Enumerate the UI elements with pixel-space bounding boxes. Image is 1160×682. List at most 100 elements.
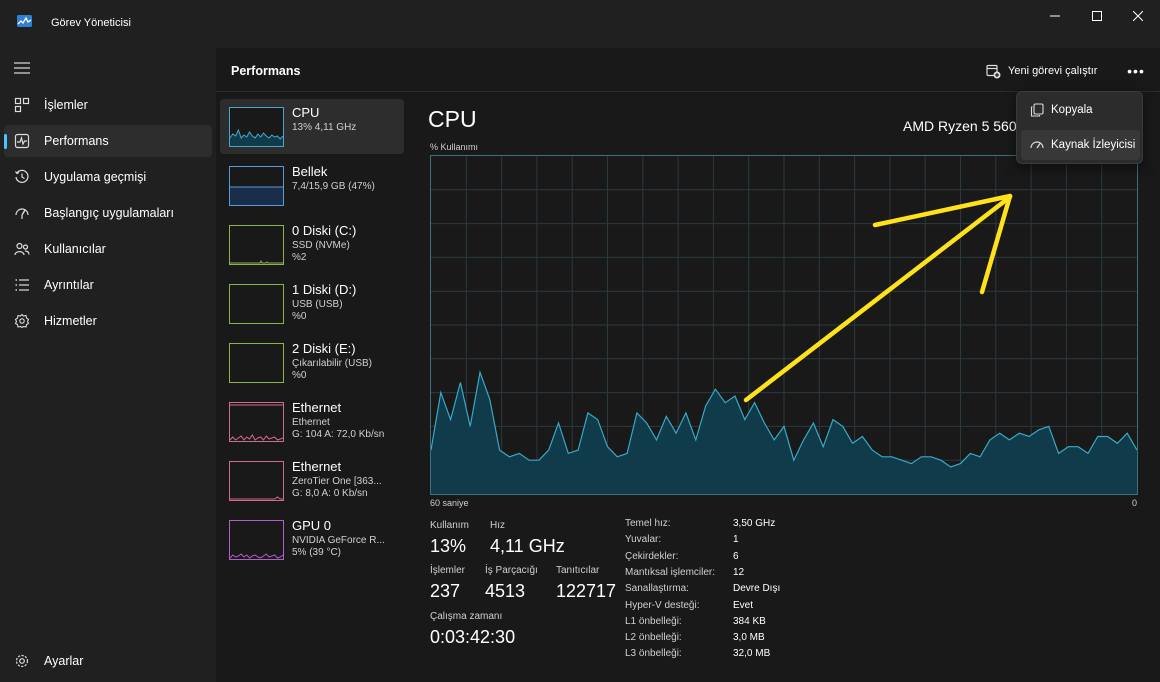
handles-label: Tanıtıcılar [556,565,600,576]
processes-value: 237 [430,581,461,601]
detail-title: CPU [428,106,477,132]
window-title: Görev Yöneticisi [51,17,131,29]
maximize-button[interactable] [1077,2,1117,30]
device-name: Ethernet [292,459,342,474]
close-icon [1133,11,1143,21]
thumbnail-fill [230,187,283,205]
device-name: Ethernet [292,400,342,415]
sidebar-item-label: Ayrıntılar [44,278,94,292]
device-subtitle: Çıkarılabilir (USB) [292,358,373,369]
new-task-label: Yeni görevi çalıştır [1008,65,1098,77]
spec-label: L1 önbelleği: [625,615,682,627]
speed-value: 4,11 GHz [490,536,565,556]
sidebar: İşlemler Performans Uygulama geçmişi Baş… [0,48,216,682]
device-item[interactable]: GPU 0 NVIDIA GeForce R... 5% (39 °C) [220,512,404,567]
spec-value: 3,0 MB [733,632,765,644]
usage-value: 13% [430,536,467,556]
sidebar-item-app-history[interactable]: Uygulama geçmişi [4,161,212,193]
device-thumbnail-graph [230,186,283,205]
device-thumbnail-graph [230,496,283,500]
sidebar-item-users[interactable]: Kullanıcılar [4,233,212,265]
device-item[interactable]: 1 Diski (D:) USB (USB) %0 [220,276,404,331]
device-name: 1 Diski (D:) [292,282,357,297]
device-thumbnail [229,520,284,560]
device-subtitle: Ethernet [292,417,330,428]
sidebar-item-label: Uygulama geçmişi [44,170,147,184]
sidebar-item-label: İşlemler [44,98,88,112]
minimize-button[interactable] [1035,2,1075,30]
startup-icon [15,208,29,219]
device-thumbnail [229,225,284,265]
spec-label: Sanallaştırma: [625,583,689,595]
spec-label: Hyper-V desteği: [625,599,700,611]
cpu-usage-chart [430,156,1138,494]
threads-label: İş Parçacığı [485,565,538,576]
device-item[interactable]: CPU 13% 4,11 GHz [220,99,404,154]
uptime-label: Çalışma zamanı [430,611,503,622]
spec-value: 384 KB [733,615,766,627]
device-item[interactable]: Ethernet Ethernet G: 104 A: 72,0 Kb/sn [220,394,404,449]
new-task-button[interactable]: Yeni görevi çalıştır [986,60,1097,82]
device-thumbnail [229,166,284,206]
device-subtitle: 13% 4,11 GHz [292,122,357,133]
spec-value: Devre Dışı [733,583,781,595]
page-header: Performans Yeni görevi çalıştır ••• [216,48,1160,92]
spec-value: 6 [733,550,739,562]
close-button[interactable] [1118,2,1158,30]
sidebar-item-label: Başlangıç uygulamaları [44,206,174,220]
device-thumbnail-graph [230,285,283,323]
sidebar-item-label: Ayarlar [44,654,84,668]
sidebar-item-processes[interactable]: İşlemler [4,89,212,121]
device-subtitle: USB (USB) [292,299,343,310]
speed-label: Hız [490,520,505,531]
device-subtitle: %0 [292,311,307,322]
threads-value: 4513 [485,581,526,601]
device-item[interactable]: Ethernet ZeroTier One [363... G: 8,0 A: 0 … [220,453,404,508]
thumbnail-line [230,128,283,140]
sidebar-item-label: Hizmetler [44,314,97,328]
more-options-button[interactable]: ••• [1127,63,1145,79]
device-name: 2 Diski (E:) [292,341,356,356]
spec-label: L3 önbelleği: [625,648,682,660]
device-subtitle: %2 [292,252,307,263]
minimize-icon [1050,15,1060,17]
sidebar-item-performance[interactable]: Performans [4,125,212,157]
sidebar-item-services[interactable]: Hizmetler [4,305,212,337]
axis-right-label: 0 [1132,498,1138,508]
spec-label: Yuvalar: [625,534,662,546]
cpu-usage-line [430,370,1138,468]
device-thumbnail [229,343,284,383]
device-item[interactable]: 2 Diski (E:) Çıkarılabilir (USB) %0 [220,335,404,390]
processes-label: İşlemler [430,565,466,576]
spec-label: Çekirdekler: [625,550,679,562]
menu-item-resource-monitor[interactable]: Kaynak İzleyicisi [1021,130,1140,160]
processes-icon [14,97,30,113]
spec-value: 32,0 MB [733,648,771,660]
cpu-usage-graph [430,155,1138,495]
device-subtitle: %0 [292,370,307,381]
device-thumbnail-graph [230,404,283,441]
device-name: GPU 0 [292,518,332,533]
thumbnail-line [230,259,283,264]
device-item[interactable]: 0 Diski (C:) SSD (NVMe) %2 [220,217,404,272]
cpu-model: AMD Ryzen 5 5600 [903,118,1025,134]
thumbnail-fill [230,130,283,146]
device-subtitle: ZeroTier One [363... [292,476,382,487]
sidebar-item-startup-apps[interactable]: Başlangıç uygulamaları [4,197,212,229]
uptime-value: 0:03:42:30 [430,627,516,647]
maximize-icon [1092,11,1102,21]
sidebar-item-settings[interactable]: Ayarlar [4,645,212,677]
history-icon [15,169,29,183]
sidebar-item-details[interactable]: Ayrıntılar [4,269,212,301]
copy-icon [1030,103,1044,117]
device-subtitle: G: 8,0 A: 0 Kb/sn [292,488,368,499]
device-name: Bellek [292,164,328,179]
device-item[interactable]: Bellek 7,4/15,9 GB (47%) [220,158,404,213]
spec-label: L2 önbelleği: [625,632,682,644]
title-bar: Görev Yöneticisi [0,0,1160,48]
page-title: Performans [231,64,301,78]
spec-value: Evet [733,599,754,611]
gear-icon [15,654,29,668]
menu-item-copy[interactable]: Kopyala [1021,95,1140,125]
hamburger-menu-icon[interactable] [14,62,30,74]
